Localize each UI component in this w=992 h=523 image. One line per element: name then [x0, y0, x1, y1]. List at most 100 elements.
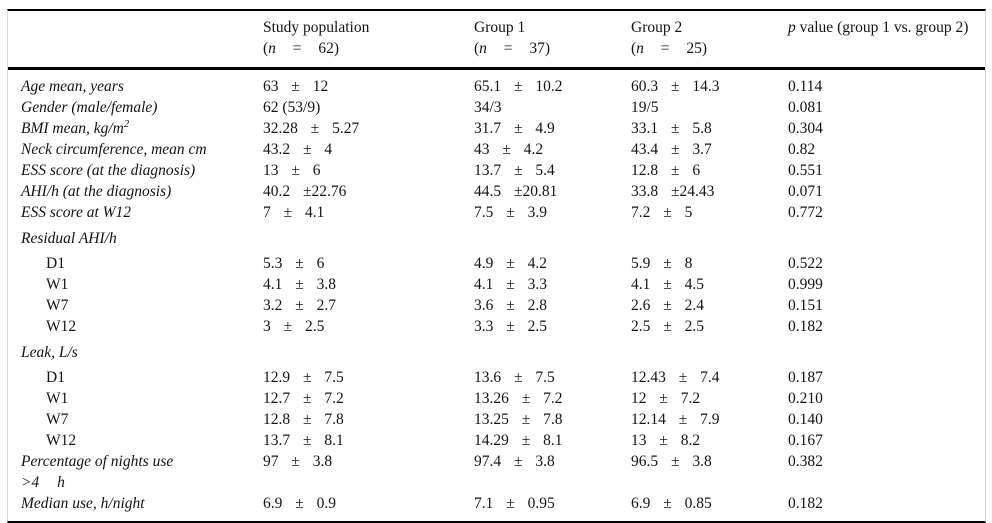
cell-group2: 60.3 ± 14.3 [631, 78, 720, 95]
table-row: W7 12.8 ± 7.8 13.25 ± 7.8 12.14 ± 7.9 0.140 [21, 409, 981, 430]
row-label-text: ESS score at W12 [21, 204, 132, 221]
row-label: AHI/h (at the diagnosis) [21, 181, 263, 202]
row-label-text: Age mean, years [21, 78, 124, 95]
row-label-text: Percentage of nights use [21, 453, 174, 470]
cell-p-value: 0.82 [788, 141, 816, 158]
row-label-text: W7 [46, 411, 69, 428]
cell-p-value: 0.114 [788, 78, 823, 95]
table-body: Age mean, years 63 ± 12 65.1 ± 10.2 60.3 ± … [8, 70, 985, 521]
cell-study-population: 7 ± 4.1 [263, 204, 325, 221]
row-label-text: Neck circumference, mean cm [21, 141, 207, 158]
header-column-title: Group 1 [474, 19, 526, 36]
cell-p-value: 0.071 [788, 183, 823, 200]
row-label: Neck circumference, mean cm [21, 139, 263, 160]
table-header-row: Study population (n = 62) Group 1 (n = 37) G… [8, 11, 985, 70]
cell-group1: 7.5 ± 3.9 [474, 204, 548, 221]
cell-group2: 4.1 ± 4.5 [631, 276, 705, 293]
row-label: Percentage of nights use >4 h [21, 451, 263, 493]
cell-study-population: 4.1 ± 3.8 [263, 276, 337, 293]
paren-open: ( [631, 40, 637, 57]
n-value: = 37) [503, 40, 551, 57]
cell-study-population: 3.2 ± 2.7 [263, 297, 337, 314]
p-symbol: p [788, 19, 796, 36]
cell-study-population: 40.2 ±22.76 [263, 183, 347, 200]
cell-group2: 13 ± 8.2 [631, 432, 701, 449]
cell-p-value: 0.551 [788, 162, 823, 179]
row-label-text: Median use, h/night [21, 495, 145, 512]
cell-study-population: 12.7 ± 7.2 [263, 390, 344, 407]
row-label-text: Residual AHI/h [21, 230, 117, 247]
row-label: BMI mean, kg/m2 [21, 118, 263, 139]
cell-group2: 7.2 ± 5 [631, 204, 693, 221]
cell-group1: 14.29 ± 8.1 [474, 432, 563, 449]
header-column-2: Group 2 (n = 25) [631, 17, 788, 59]
row-label: W1 [21, 274, 263, 295]
n-variable: n [479, 40, 504, 57]
cell-p-value: 0.382 [788, 453, 823, 470]
row-label: D1 [21, 367, 263, 388]
header-column-title: Study population [263, 19, 370, 36]
table-row: Neck circumference, mean cm 43.2 ± 4 43 ± … [21, 139, 981, 160]
cell-group2: 96.5 ± 3.8 [631, 453, 712, 470]
cell-group1: 65.1 ± 10.2 [474, 78, 563, 95]
row-label-text: W7 [46, 297, 69, 314]
cell-group2: 43.4 ± 3.7 [631, 141, 712, 158]
row-label: W7 [21, 295, 263, 316]
n-variable: n [268, 40, 293, 57]
cell-p-value: 0.999 [788, 276, 823, 293]
header-column-n-count: (n = 37) [474, 38, 631, 59]
cell-study-population: 97 ± 3.8 [263, 453, 333, 470]
table-row: D1 5.3 ± 6 4.9 ± 4.2 5.9 ± 8 0.522 [21, 253, 981, 274]
cell-group1: 31.7 ± 4.9 [474, 120, 555, 137]
cell-group2: 12.43 ± 7.4 [631, 369, 720, 386]
cell-group1: 4.9 ± 4.2 [474, 255, 548, 272]
cell-group1: 7.1 ± 0.95 [474, 495, 555, 512]
row-label: Median use, h/night [21, 493, 263, 514]
row-label: Age mean, years [21, 76, 263, 97]
cell-group1: 3.6 ± 2.8 [474, 297, 548, 314]
row-label-text: W12 [46, 432, 77, 449]
cell-group1: 13.7 ± 5.4 [474, 162, 555, 179]
row-label-superscript: 2 [123, 118, 130, 130]
row-label: W12 [21, 316, 263, 337]
row-label: Leak, L/s [21, 342, 263, 363]
row-label-text: AHI/h (at the diagnosis) [21, 183, 172, 200]
table-row: D1 12.9 ± 7.5 13.6 ± 7.5 12.43 ± 7.4 0.187 [21, 367, 981, 388]
cell-group2: 5.9 ± 8 [631, 255, 693, 272]
table-row: Percentage of nights use >4 h 97 ± 3.8 97.4… [21, 451, 981, 493]
row-label-text: D1 [46, 255, 65, 272]
cell-p-value: 0.140 [788, 411, 823, 428]
cell-group1: 34/3 [474, 99, 502, 116]
cell-study-population: 13 ± 6 [263, 162, 321, 179]
header-column-n-count: (n = 25) [631, 38, 788, 59]
cell-p-value: 0.182 [788, 495, 823, 512]
row-label: Residual AHI/h [21, 228, 263, 249]
row-label-text: W12 [46, 318, 77, 335]
row-label-text: W1 [46, 276, 69, 293]
cell-group1: 3.3 ± 2.5 [474, 318, 548, 335]
cell-group2: 12.8 ± 6 [631, 162, 701, 179]
cell-p-value: 0.522 [788, 255, 823, 272]
cell-group2: 19/5 [631, 99, 659, 116]
cell-group1: 44.5 ±20.81 [474, 183, 558, 200]
table-row: Leak, L/s [21, 337, 981, 367]
header-column-p-value: p value (group 1 vs. group 2) [788, 17, 981, 38]
row-label-text: W1 [46, 390, 69, 407]
cell-p-value: 0.210 [788, 390, 823, 407]
clinical-characteristics-table: Study population (n = 62) Group 1 (n = 37) G… [7, 9, 986, 523]
cell-study-population: 13.7 ± 8.1 [263, 432, 344, 449]
cell-p-value: 0.182 [788, 318, 823, 335]
cell-p-value: 0.187 [788, 369, 823, 386]
table-row: ESS score at W12 7 ± 4.1 7.5 ± 3.9 7.2 ± 5 0… [21, 202, 981, 223]
row-label-text: Gender (male/female) [21, 99, 158, 116]
table-row: W1 4.1 ± 3.8 4.1 ± 3.3 4.1 ± 4.5 0.999 [21, 274, 981, 295]
cell-group1: 4.1 ± 3.3 [474, 276, 548, 293]
cell-group2: 12 ± 7.2 [631, 390, 701, 407]
cell-group1: 13.26 ± 7.2 [474, 390, 563, 407]
cell-group1: 97.4 ± 3.8 [474, 453, 555, 470]
n-value: = 25) [660, 40, 708, 57]
cell-p-value: 0.151 [788, 297, 823, 314]
row-label: D1 [21, 253, 263, 274]
cell-p-value: 0.304 [788, 120, 823, 137]
cell-group1: 43 ± 4.2 [474, 141, 544, 158]
